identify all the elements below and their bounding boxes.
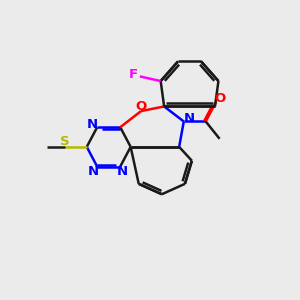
Text: N: N (87, 165, 99, 178)
Text: N: N (117, 165, 128, 178)
Text: S: S (60, 135, 70, 148)
Text: N: N (86, 118, 98, 131)
Text: N: N (184, 112, 195, 124)
Text: O: O (135, 100, 147, 113)
Text: F: F (129, 68, 138, 81)
Text: O: O (215, 92, 226, 105)
